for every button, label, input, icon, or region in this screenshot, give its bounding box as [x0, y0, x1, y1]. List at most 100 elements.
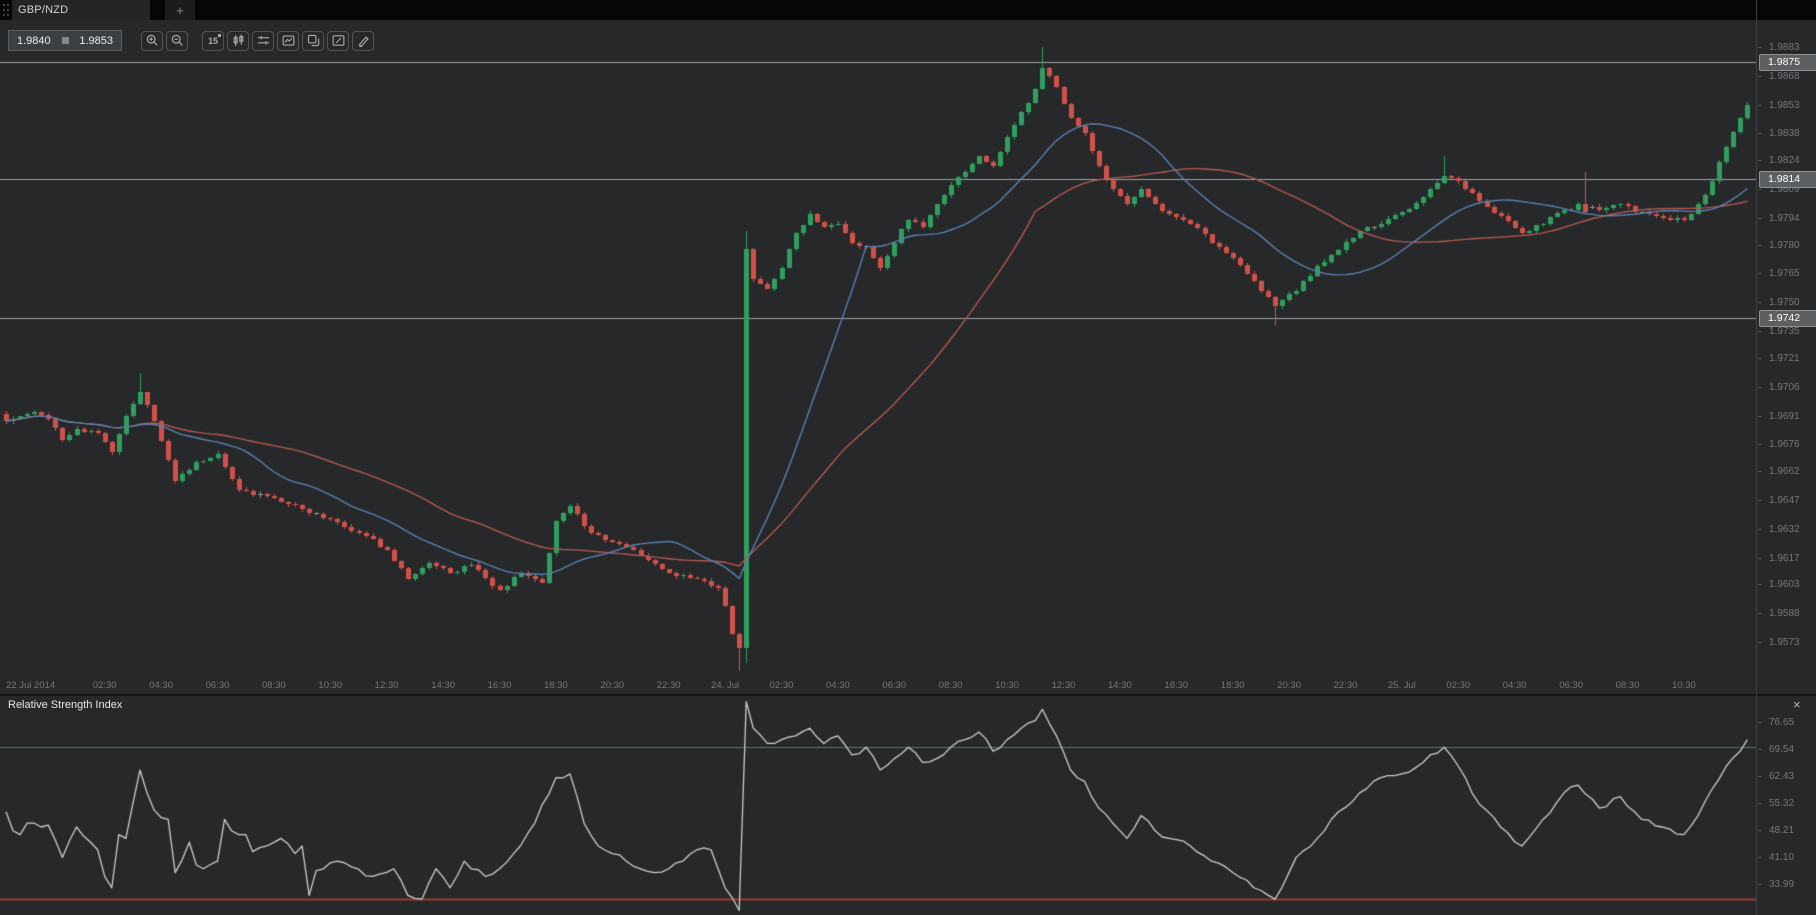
- tab-symbol-label: GBP/NZD: [18, 4, 69, 16]
- time-axis-label: 22 Jul 2014: [6, 680, 56, 691]
- price-tick-label: 1.9573: [1757, 637, 1816, 648]
- price-chart-canvas[interactable]: [0, 20, 1756, 676]
- time-axis-label: 18:30: [1220, 680, 1245, 691]
- price-tick-label: 1.9765: [1757, 268, 1816, 279]
- ask-price: 1.9853: [79, 34, 113, 47]
- time-axis-label: 18:30: [544, 680, 568, 691]
- price-tick-label: 1.9691: [1757, 411, 1816, 422]
- price-tick-label: 1.9617: [1757, 553, 1816, 564]
- price-tick-label: 1.9809: [1757, 184, 1816, 195]
- price-tick-label: 1.9750: [1757, 297, 1816, 308]
- time-axis-label: 08:30: [1615, 680, 1640, 691]
- price-tick-label: 1.9838: [1757, 128, 1816, 139]
- timeframe-button[interactable]: 15: [202, 30, 224, 51]
- time-axis-label: 06:30: [205, 680, 230, 691]
- price-tick-label: 1.9706: [1757, 382, 1816, 393]
- time-axis-label: 04:30: [826, 680, 850, 691]
- time-axis-label: 02:30: [92, 680, 117, 691]
- bid-price: 1.9840: [17, 34, 51, 47]
- sliders-icon: [257, 36, 269, 45]
- candlestick-icon: [233, 34, 243, 47]
- rsi-tick-label: 41.10: [1757, 852, 1816, 863]
- time-axis-label: 10:30: [318, 680, 343, 691]
- quote-box[interactable]: 1.9840 1.9853: [8, 30, 122, 51]
- time-axis-label: 12:30: [374, 680, 399, 691]
- timeframe-dropdown-icon: [218, 33, 221, 37]
- price-level-badge: 1.9875: [1759, 54, 1816, 72]
- zoom-out-button[interactable]: [166, 30, 188, 51]
- rsi-tick-label: 69.54: [1757, 744, 1816, 755]
- time-axis-label: 20:30: [600, 680, 625, 691]
- time-axis-label: 14:30: [431, 680, 455, 691]
- rsi-tick-label: 33.99: [1757, 879, 1816, 890]
- rsi-tick-label: 62.43: [1757, 771, 1816, 782]
- tab-gbpnzd[interactable]: GBP/NZD: [12, 0, 150, 20]
- time-axis-label: 04:30: [1502, 680, 1527, 691]
- chart-toolbar: 1.9840 1.9853 15: [8, 30, 374, 51]
- price-tick-label: 1.9721: [1757, 353, 1816, 364]
- price-tick-label: 1.9588: [1757, 608, 1816, 619]
- rsi-panel-title: Relative Strength Index: [8, 699, 123, 711]
- price-tick-label: 1.9735: [1757, 326, 1816, 337]
- plus-icon: +: [176, 2, 184, 18]
- time-axis-label: 08:30: [262, 680, 286, 691]
- time-axis-label: 25. Jul: [1387, 680, 1416, 691]
- time-axis-label: 06:30: [1559, 680, 1583, 691]
- time-axis-label: 22:30: [1333, 680, 1358, 691]
- price-tick-label: 1.9853: [1757, 100, 1816, 111]
- rsi-tick-label: 76.65: [1757, 717, 1816, 728]
- price-tick-label: 1.9647: [1757, 495, 1816, 506]
- edit-square-icon: [332, 35, 344, 46]
- chart-type-button[interactable]: [227, 30, 249, 51]
- timeframe-label: 15: [207, 35, 218, 46]
- zoom-out-icon: [171, 34, 183, 46]
- zoom-in-button[interactable]: [141, 30, 163, 51]
- time-axis-label: 02:30: [1446, 680, 1471, 691]
- zoom-in-icon: [146, 34, 158, 46]
- rsi-indicator-canvas[interactable]: [0, 696, 1756, 915]
- time-axis-label: 08:30: [938, 680, 963, 691]
- price-tick-label: 1.9632: [1757, 524, 1816, 535]
- time-axis-label: 10:30: [1672, 680, 1696, 691]
- time-axis-label: 20:30: [1277, 680, 1301, 691]
- spread-square-icon: [61, 37, 69, 44]
- rsi-close-icon[interactable]: ×: [1793, 697, 1801, 712]
- price-axis[interactable]: 1.9883 1.9868 1.9853 1.9838 1.9824 1.9809 1.97…: [1756, 0, 1816, 915]
- time-axis-label: 16:30: [1164, 680, 1189, 691]
- chart-tab-bar: GBP/NZD +: [0, 0, 1816, 20]
- chart-box-icon: [282, 35, 294, 46]
- duplicate-chart-button[interactable]: [302, 30, 324, 51]
- drag-grip-icon[interactable]: [0, 0, 12, 20]
- price-level-badge: 1.9742: [1759, 309, 1816, 327]
- edit-drawings-button[interactable]: [327, 30, 349, 51]
- price-tick-label: 1.9794: [1757, 213, 1816, 224]
- time-axis-label: 22:30: [656, 680, 681, 691]
- price-tick-label: 1.9780: [1757, 240, 1816, 251]
- time-axis-label: 24. Jul: [711, 680, 740, 691]
- time-axis-label: 04:30: [149, 680, 173, 691]
- panel-divider: [0, 694, 1816, 696]
- price-tick-label: 1.9868: [1757, 71, 1816, 82]
- price-tick-label: 1.9824: [1757, 155, 1816, 166]
- time-axis-label: 12:30: [1051, 680, 1076, 691]
- marker-pen-icon: [357, 36, 369, 48]
- rsi-tick-label: 55.32: [1757, 798, 1816, 809]
- time-axis-label: 06:30: [882, 680, 907, 691]
- draw-marker-button[interactable]: [352, 30, 374, 51]
- time-axis-label: 14:30: [1108, 680, 1132, 691]
- price-tick-label: 1.9883: [1757, 42, 1816, 53]
- chart-objects-button[interactable]: [277, 30, 299, 51]
- time-axis-label: 02:30: [769, 680, 794, 691]
- price-tick-label: 1.9662: [1757, 466, 1816, 477]
- time-axis-label: 16:30: [487, 680, 512, 691]
- indicators-button[interactable]: [252, 30, 274, 51]
- price-level-badge: 1.9814: [1759, 171, 1816, 189]
- price-tick-label: 1.9676: [1757, 439, 1816, 450]
- price-tick-label: 1.9603: [1757, 579, 1816, 590]
- new-tab-button[interactable]: +: [164, 0, 195, 20]
- time-axis[interactable]: 22 Jul 2014 02:30 04:30 06:30 08:30 10:30 12:3…: [0, 676, 1756, 696]
- rsi-tick-label: 48.21: [1757, 825, 1816, 836]
- copy-icon: [307, 34, 319, 47]
- time-axis-label: 10:30: [995, 680, 1019, 691]
